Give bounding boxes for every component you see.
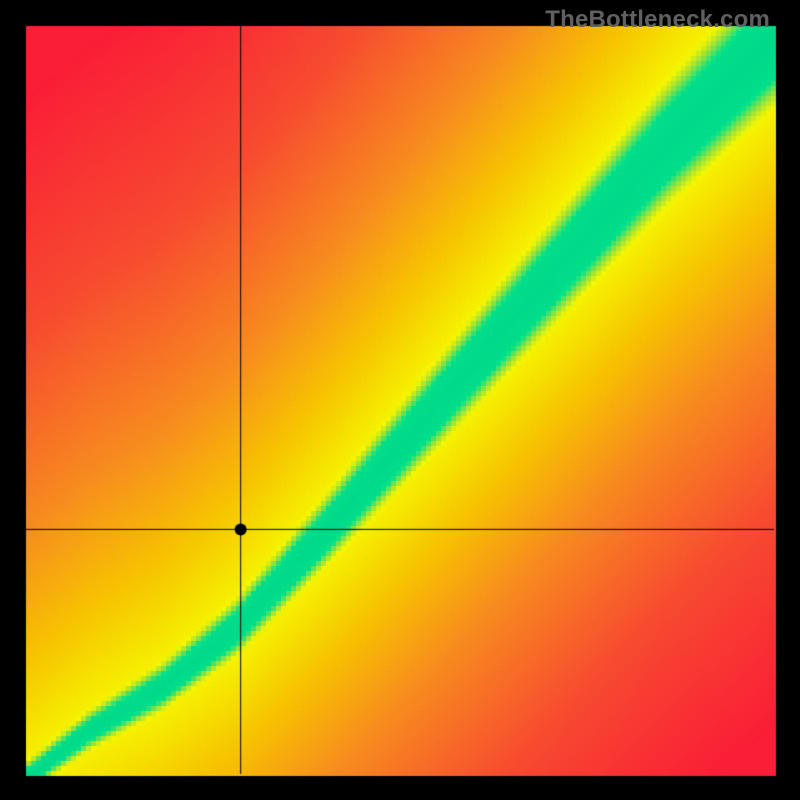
heatmap-canvas [0,0,800,800]
chart-stage: TheBottleneck.com [0,0,800,800]
watermark: TheBottleneck.com [545,6,770,34]
